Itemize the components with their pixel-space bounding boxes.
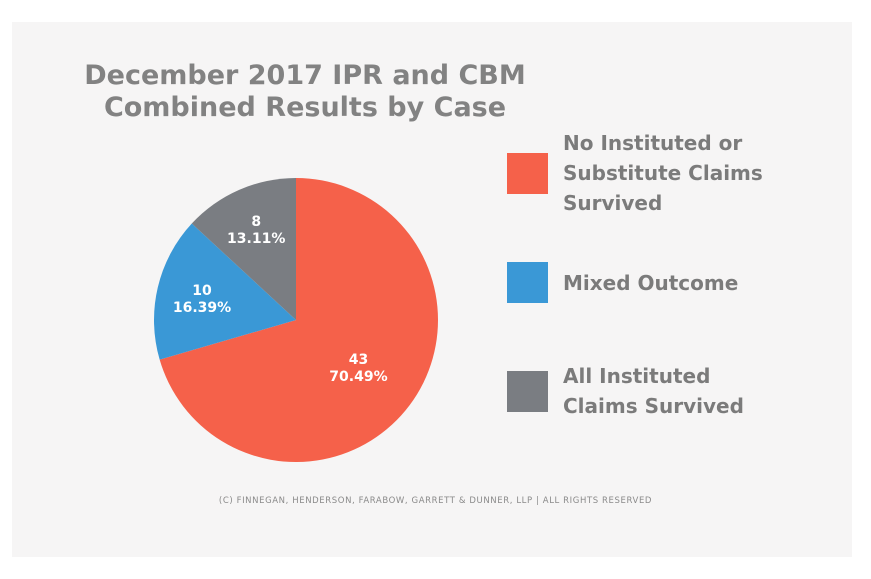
data-label-all-claims-survived: 8 13.11%: [227, 214, 285, 247]
data-label-value: 8: [251, 214, 261, 230]
legend-label-mixed-outcome: Mixed Outcome: [563, 268, 773, 298]
legend-item-mixed-outcome: Mixed Outcome: [507, 262, 773, 303]
data-label-percent: 16.39%: [173, 300, 231, 316]
data-label-no-claims-survived: 43 70.49%: [329, 352, 387, 385]
data-label-percent: 13.11%: [227, 231, 285, 247]
data-label-value: 10: [192, 283, 212, 299]
chart-title-line-2: Combined Results by Case: [103, 92, 507, 123]
legend-swatch-mixed-outcome: [507, 262, 548, 303]
legend-item-no-claims-survived: No Instituted or Substitute Claims Survi…: [507, 128, 773, 218]
chart-title: December 2017 IPR and CBM Combined Resul…: [65, 60, 545, 124]
legend-label-all-claims-survived: All Instituted Claims Survived: [563, 361, 773, 421]
pie-slice-all-claims-survived: [191, 178, 296, 320]
legend-label-line: Substitute Claims: [563, 161, 763, 185]
data-label-mixed-outcome: 10 16.39%: [173, 283, 231, 316]
legend-label-line: Survived: [563, 191, 663, 215]
copyright-footer: (C) FINNEGAN, HENDERSON, FARABOW, GARRET…: [218, 496, 653, 506]
legend-swatch-all-claims-survived: [507, 370, 548, 412]
legend-label-line: All Instituted: [563, 364, 711, 388]
chart-title-line-1: December 2017 IPR and CBM: [84, 60, 526, 91]
legend-label-line: Mixed Outcome: [563, 270, 739, 295]
legend-swatch-no-claims-survived: [507, 152, 548, 194]
data-label-percent: 70.49%: [329, 369, 387, 385]
legend-item-all-claims-survived: All Instituted Claims Survived: [507, 361, 773, 421]
legend-label-line: No Instituted or: [563, 131, 743, 155]
data-label-value: 43: [349, 352, 368, 368]
legend-label-line: Claims Survived: [563, 394, 744, 418]
legend-label-no-claims-survived: No Instituted or Substitute Claims Survi…: [563, 128, 773, 218]
pie-slice-no-claims-survived: [159, 177, 438, 462]
pie-slice-mixed-outcome: [153, 223, 296, 360]
